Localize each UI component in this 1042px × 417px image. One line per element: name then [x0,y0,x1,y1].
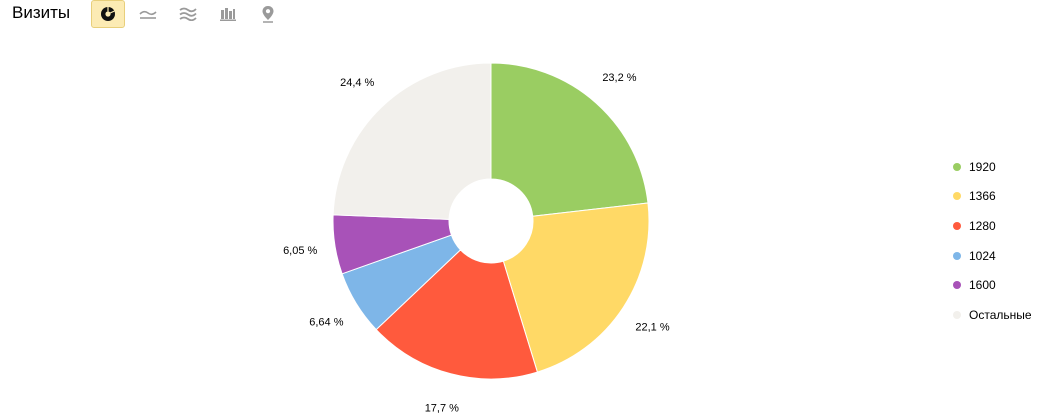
map-button[interactable] [251,0,285,28]
chart-toolbar: Визиты [0,0,300,30]
line-chart-button[interactable] [131,0,165,28]
legend-label: 1280 [969,218,996,233]
line-chart-icon [139,10,157,19]
chart-title: Визиты [12,3,71,22]
slice-value-label: 17,7 % [425,403,459,415]
map-pin-icon [262,6,274,23]
legend-item[interactable]: 1366 [953,182,1032,212]
slice-value-label: 6,64 % [309,317,343,329]
slice-value-label: 23,2 % [602,72,636,84]
pie-chart-button[interactable] [91,0,125,28]
bar-chart-button[interactable] [211,0,245,28]
legend-item[interactable]: 1920 [953,152,1032,182]
legend-marker [953,281,961,290]
legend-label: Остальные [969,307,1032,322]
area-chart-button[interactable] [171,0,205,28]
legend-label: 1366 [969,189,996,204]
slice-value-label: 6,05 % [283,245,317,257]
slice-value-label: 24,4 % [340,77,374,89]
legend-item[interactable]: 1600 [953,270,1032,300]
legend-label: 1024 [969,248,996,263]
legend-label: 1920 [969,159,996,174]
legend-marker [953,192,961,201]
legend-item[interactable]: Остальные [953,300,1032,330]
slice-value-label: 22,1 % [635,322,669,334]
area-chart-icon [179,7,197,21]
pie-slice-Остальные[interactable] [332,62,492,220]
legend-item[interactable]: 1024 [953,241,1032,271]
pie-slice-1366[interactable] [502,202,650,373]
pie-slice-1920[interactable] [490,62,649,217]
chart-legend: 1920 1366 1280 1024 1600 Остальные [953,152,1032,330]
legend-marker [953,310,961,319]
legend-marker [953,221,961,230]
bar-chart-icon [220,8,236,21]
legend-item[interactable]: 1280 [953,211,1032,241]
legend-label: 1600 [969,278,996,293]
pie-chart-icon [101,7,115,21]
legend-marker [953,251,961,260]
legend-marker [953,162,961,171]
pie-slice-1280[interactable] [375,249,538,380]
